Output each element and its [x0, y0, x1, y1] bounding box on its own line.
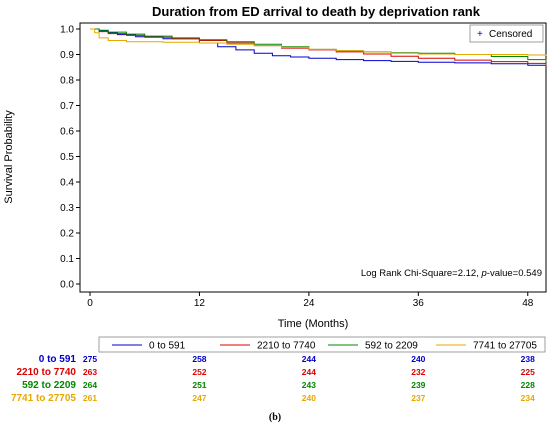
- y-tick-label: 0.0: [60, 280, 74, 291]
- risk-row-label: 0 to 591: [39, 354, 77, 365]
- risk-count: 232: [411, 367, 425, 377]
- risk-count: 247: [192, 393, 206, 403]
- risk-count: 264: [83, 380, 97, 390]
- risk-count: 237: [411, 393, 425, 403]
- y-axis: 0.0 0.1 0.2 0.3 0.4 0.5 0.6 0.7 0.8 0.9 1.0: [60, 25, 80, 291]
- risk-count: 251: [192, 380, 206, 390]
- survival-curve-2: [90, 28, 547, 66]
- y-tick-label: 0.6: [60, 127, 74, 138]
- risk-row-label: 592 to 2209: [22, 380, 76, 391]
- risk-row-label: 2210 to 7740: [17, 367, 77, 378]
- risk-count: 234: [521, 393, 535, 403]
- legend-label: 592 to 2209: [365, 341, 418, 352]
- survival-curve-4: [90, 28, 547, 56]
- risk-count: 258: [192, 354, 206, 364]
- censored-legend-box: [469, 24, 544, 43]
- censored-legend-label: Censored: [489, 29, 532, 40]
- risk-count: 244: [302, 354, 316, 364]
- y-tick-label: 0.2: [60, 229, 74, 240]
- risk-count: 239: [411, 380, 425, 390]
- chart-title: Duration from ED arrival to death by dep…: [152, 4, 481, 19]
- x-tick-label: 0: [87, 298, 93, 309]
- y-tick-label: 0.1: [60, 254, 74, 265]
- censored-marker-symbol: +: [477, 29, 483, 40]
- series-legend: 0 to 591 2210 to 7740 592 to 2209 7741 to 2…: [98, 336, 546, 353]
- x-tick-label: 48: [522, 298, 534, 309]
- y-tick-label: 1.0: [60, 25, 74, 36]
- risk-count: 240: [411, 354, 425, 364]
- risk-count: 228: [521, 380, 535, 390]
- x-axis: 0 12 24 36 48: [87, 292, 534, 309]
- censored-legend: + Censored: [469, 24, 544, 43]
- logrank-annotation: Log Rank Chi-Square=2.12, p-value=0.549: [361, 268, 542, 279]
- risk-count: 275: [83, 354, 97, 364]
- x-tick-label: 12: [194, 298, 206, 309]
- y-axis-label: Survival Probability: [3, 110, 15, 204]
- risk-count: 261: [83, 393, 97, 403]
- legend-label: 7741 to 27705: [473, 341, 537, 352]
- y-tick-label: 0.5: [60, 152, 74, 163]
- risk-count: 263: [83, 367, 97, 377]
- risk-count: 243: [302, 380, 316, 390]
- legend-label: 2210 to 7740: [257, 341, 316, 352]
- series-legend-box: [98, 336, 546, 353]
- risk-count: 238: [521, 354, 535, 364]
- y-tick-label: 0.7: [60, 101, 74, 112]
- risk-count: 252: [192, 367, 206, 377]
- risk-count: 225: [521, 367, 535, 377]
- survival-curves: [90, 28, 547, 66]
- y-tick-label: 0.8: [60, 76, 74, 87]
- y-tick-label: 0.4: [60, 178, 74, 189]
- x-tick-label: 36: [413, 298, 425, 309]
- x-tick-label: 24: [303, 298, 315, 309]
- legend-label: 0 to 591: [149, 341, 186, 352]
- risk-count: 240: [302, 393, 316, 403]
- plot-frame: [79, 22, 547, 293]
- y-tick-label: 0.3: [60, 203, 74, 214]
- x-axis-label: Time (Months): [278, 318, 349, 330]
- risk-row-label: 7741 to 27705: [11, 393, 76, 404]
- risk-table: 0 to 591 275 258 244 240 238 2210 to 7740 263 25…: [11, 354, 535, 404]
- risk-count: 244: [302, 367, 316, 377]
- figure-caption: (b): [269, 412, 281, 423]
- y-tick-label: 0.9: [60, 50, 74, 61]
